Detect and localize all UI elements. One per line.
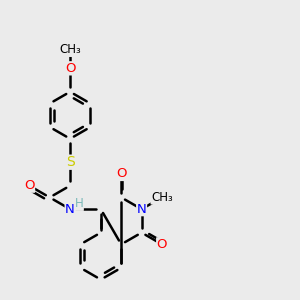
Text: O: O <box>24 179 34 192</box>
Text: H: H <box>74 197 83 210</box>
Text: CH₃: CH₃ <box>151 191 173 204</box>
Text: O: O <box>116 167 127 180</box>
Text: CH₃: CH₃ <box>59 44 81 56</box>
Text: S: S <box>66 155 74 169</box>
Text: N: N <box>65 202 75 216</box>
Text: O: O <box>65 62 75 75</box>
Text: O: O <box>157 238 167 251</box>
Text: N: N <box>137 202 146 216</box>
